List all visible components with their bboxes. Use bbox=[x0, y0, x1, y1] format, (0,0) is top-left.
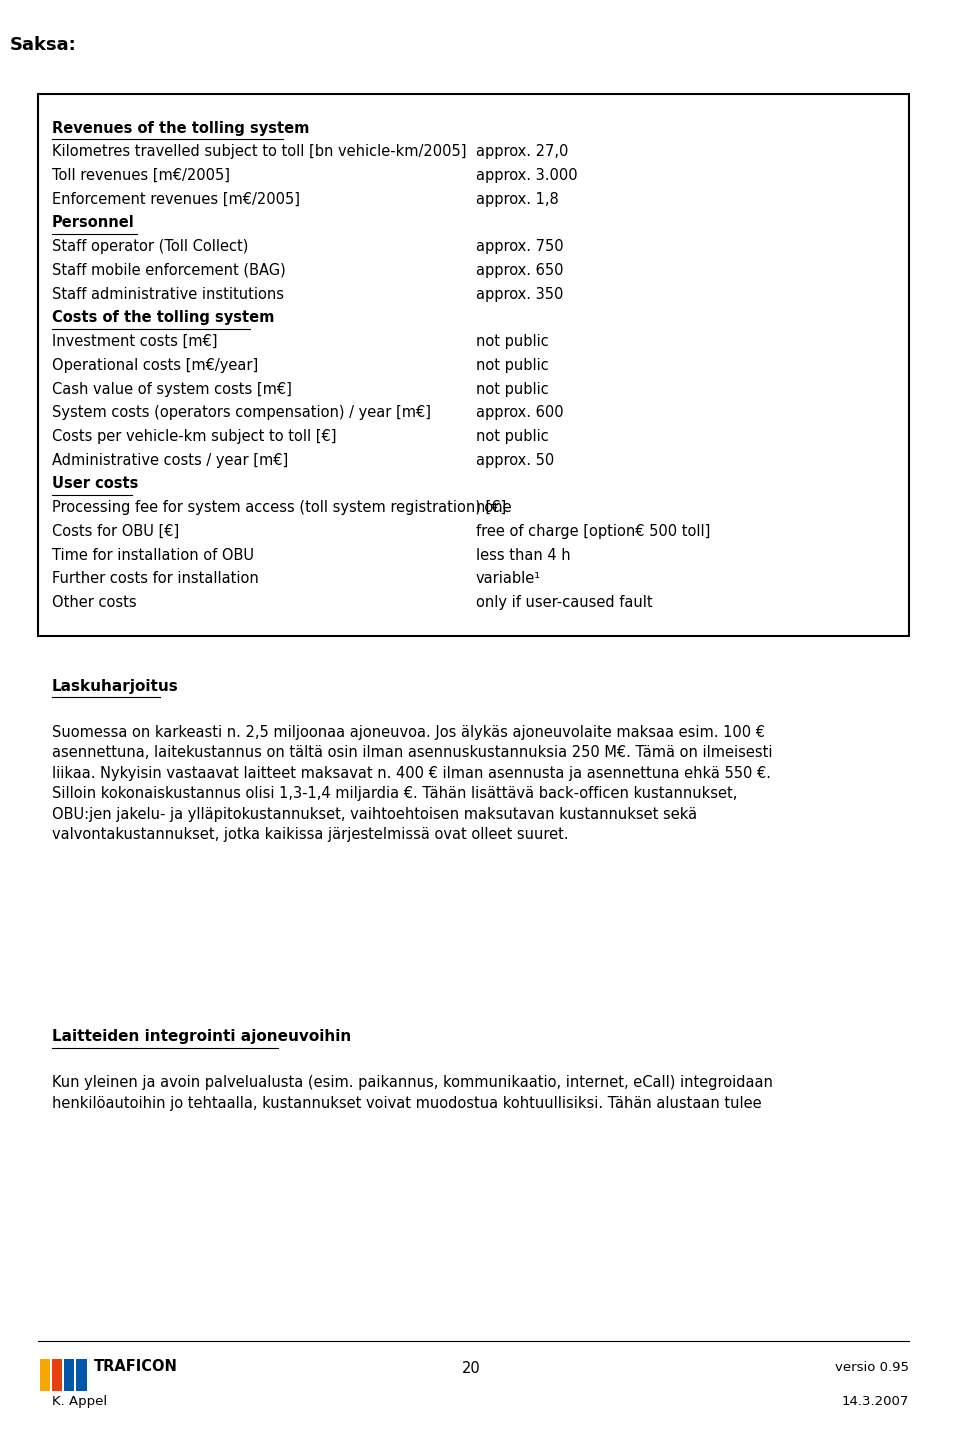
Text: 14.3.2007: 14.3.2007 bbox=[842, 1395, 909, 1408]
Text: Toll revenues [m€/2005]: Toll revenues [m€/2005] bbox=[52, 169, 229, 183]
Text: Suomessa on karkeasti n. 2,5 miljoonaa ajoneuvoa. Jos älykäs ajoneuvolaite maksa: Suomessa on karkeasti n. 2,5 miljoonaa a… bbox=[52, 725, 773, 843]
Text: less than 4 h: less than 4 h bbox=[476, 548, 570, 562]
Text: Costs of the tolling system: Costs of the tolling system bbox=[52, 311, 275, 325]
Text: approx. 750: approx. 750 bbox=[476, 240, 564, 254]
Text: not public: not public bbox=[476, 334, 548, 349]
Text: approx. 600: approx. 600 bbox=[476, 405, 564, 420]
Text: Saksa:: Saksa: bbox=[10, 36, 76, 54]
Text: approx. 3.000: approx. 3.000 bbox=[476, 169, 577, 183]
Text: Personnel: Personnel bbox=[52, 215, 134, 231]
Text: versio 0.95: versio 0.95 bbox=[835, 1361, 909, 1375]
Text: K. Appel: K. Appel bbox=[52, 1395, 107, 1408]
Text: Operational costs [m€/year]: Operational costs [m€/year] bbox=[52, 357, 258, 373]
Text: Laitteiden integrointi ajoneuvoihin: Laitteiden integrointi ajoneuvoihin bbox=[52, 1029, 351, 1043]
Bar bbox=[64, 1359, 75, 1391]
Text: approx. 650: approx. 650 bbox=[476, 263, 564, 278]
Text: Processing fee for system access (toll system registration) [€]: Processing fee for system access (toll s… bbox=[52, 500, 506, 516]
Text: Revenues of the tolling system: Revenues of the tolling system bbox=[52, 121, 309, 135]
Text: Costs for OBU [€]: Costs for OBU [€] bbox=[52, 525, 180, 539]
Text: 20: 20 bbox=[462, 1361, 480, 1376]
Text: Time for installation of OBU: Time for installation of OBU bbox=[52, 548, 253, 562]
Text: Costs per vehicle-km subject to toll [€]: Costs per vehicle-km subject to toll [€] bbox=[52, 429, 336, 445]
Text: not public: not public bbox=[476, 357, 548, 373]
Text: Staff mobile enforcement (BAG): Staff mobile enforcement (BAG) bbox=[52, 263, 285, 278]
Text: System costs (operators compensation) / year [m€]: System costs (operators compensation) / … bbox=[52, 405, 431, 420]
Text: Staff operator (Toll Collect): Staff operator (Toll Collect) bbox=[52, 240, 249, 254]
Text: approx. 1,8: approx. 1,8 bbox=[476, 192, 559, 206]
Text: approx. 50: approx. 50 bbox=[476, 453, 554, 468]
Bar bbox=[52, 1359, 62, 1391]
Text: not public: not public bbox=[476, 382, 548, 397]
Text: variable¹: variable¹ bbox=[476, 571, 540, 587]
Text: Further costs for installation: Further costs for installation bbox=[52, 571, 258, 587]
Text: Enforcement revenues [m€/2005]: Enforcement revenues [m€/2005] bbox=[52, 192, 300, 206]
Text: User costs: User costs bbox=[52, 477, 138, 491]
Text: Administrative costs / year [m€]: Administrative costs / year [m€] bbox=[52, 453, 288, 468]
Text: none: none bbox=[476, 500, 513, 516]
Text: Staff administrative institutions: Staff administrative institutions bbox=[52, 286, 284, 302]
Text: Cash value of system costs [m€]: Cash value of system costs [m€] bbox=[52, 382, 292, 397]
Text: free of charge [option€ 500 toll]: free of charge [option€ 500 toll] bbox=[476, 525, 710, 539]
Bar bbox=[39, 1359, 50, 1391]
Text: Laskuharjoitus: Laskuharjoitus bbox=[52, 679, 179, 693]
Text: Investment costs [m€]: Investment costs [m€] bbox=[52, 334, 217, 349]
Bar bbox=[76, 1359, 86, 1391]
Text: Other costs: Other costs bbox=[52, 596, 136, 610]
Text: not public: not public bbox=[476, 429, 548, 445]
Text: TRAFICON: TRAFICON bbox=[94, 1359, 179, 1373]
Text: Kun yleinen ja avoin palvelualusta (esim. paikannus, kommunikaatio, internet, eC: Kun yleinen ja avoin palvelualusta (esim… bbox=[52, 1075, 773, 1110]
Text: approx. 350: approx. 350 bbox=[476, 286, 564, 302]
Text: Kilometres travelled subject to toll [bn vehicle-km/2005]: Kilometres travelled subject to toll [bn… bbox=[52, 144, 467, 160]
FancyBboxPatch shape bbox=[37, 94, 909, 636]
Text: only if user-caused fault: only if user-caused fault bbox=[476, 596, 653, 610]
Text: approx. 27,0: approx. 27,0 bbox=[476, 144, 568, 160]
